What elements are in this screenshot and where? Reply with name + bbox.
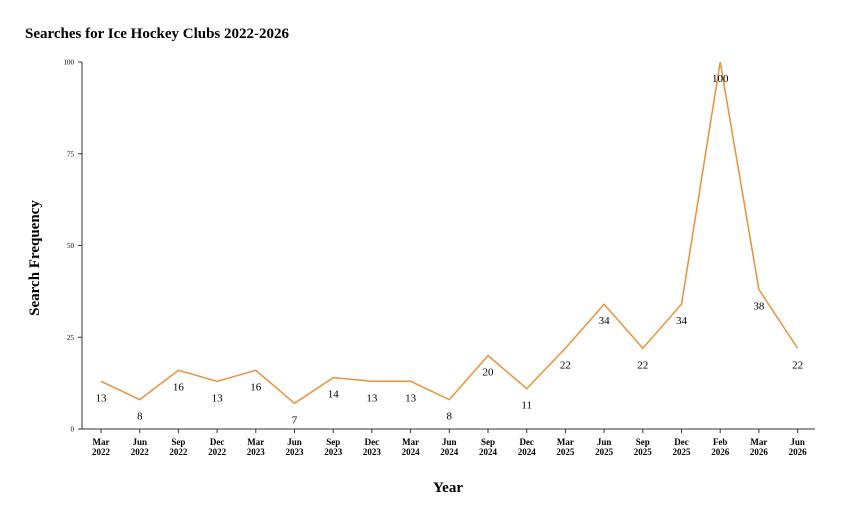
y-tick-label: 50: [67, 242, 75, 250]
y-tick-label: 25: [67, 334, 75, 342]
x-tick-label: Dec 2025: [673, 437, 692, 457]
data-label: 22: [637, 359, 648, 371]
y-tick-label: 0: [71, 426, 75, 434]
data-label: 11: [521, 400, 532, 412]
data-label: 13: [96, 392, 108, 404]
data-label: 22: [560, 359, 571, 371]
data-label: 22: [792, 359, 803, 371]
x-tick-label: Mar 2025: [556, 437, 575, 457]
chart-title: Searches for Ice Hockey Clubs 2022-2026: [25, 26, 290, 42]
x-tick-label: Mar 2022: [92, 437, 111, 457]
y-tick-label: 100: [64, 59, 75, 67]
y-ticks: 0 25 50 75 100: [64, 59, 82, 434]
x-tick-label: Sep 2022: [169, 437, 188, 457]
x-tick-label: Jun 2023: [286, 437, 305, 457]
x-tick-label: Mar 2026: [750, 437, 769, 457]
x-tick-label: Mar 2024: [402, 437, 421, 457]
x-axis-title: Year: [433, 480, 463, 496]
data-label: 20: [483, 367, 495, 379]
data-label: 13: [405, 392, 417, 404]
data-label: 14: [328, 389, 340, 401]
x-tick-label: Mar 2023: [247, 437, 266, 457]
data-label: 38: [753, 301, 765, 313]
y-tick-label: 75: [67, 150, 75, 158]
data-label: 8: [447, 411, 453, 423]
x-tick-label: Jun 2025: [595, 437, 614, 457]
series-line: [100, 61, 799, 405]
data-label: 16: [250, 381, 262, 393]
x-tick-label: Jun 2026: [789, 437, 808, 457]
y-axis-title: Search Frequency: [27, 200, 43, 316]
data-label: 34: [599, 315, 611, 327]
data-label: 34: [676, 315, 688, 327]
x-ticks: Mar 2022 Jun 2022 Sep 2022 Dec 2022 Mar 2023 Jun 20…: [92, 429, 807, 457]
x-tick-label: Feb 2026: [711, 437, 730, 457]
x-tick-label: Sep 2025: [634, 437, 653, 457]
data-label: 16: [173, 381, 185, 393]
data-label: 13: [212, 392, 224, 404]
data-label: 13: [366, 392, 378, 404]
data-label: 7: [292, 414, 298, 426]
data-label: 100: [712, 73, 729, 85]
data-labels: 13 8 16 13 16 7 14 13 13 8 20 11 22 34 22 34 100 38 22: [96, 73, 804, 426]
x-tick-label: Dec 2023: [363, 437, 382, 457]
x-tick-label: Jun 2022: [131, 437, 150, 457]
x-tick-label: Sep 2023: [324, 437, 343, 457]
x-tick-label: Dec 2024: [518, 437, 537, 457]
data-label: 8: [137, 411, 143, 423]
x-tick-label: Jun 2024: [440, 437, 459, 457]
x-tick-label: Sep 2024: [479, 437, 498, 457]
x-tick-label: Dec 2022: [208, 437, 227, 457]
